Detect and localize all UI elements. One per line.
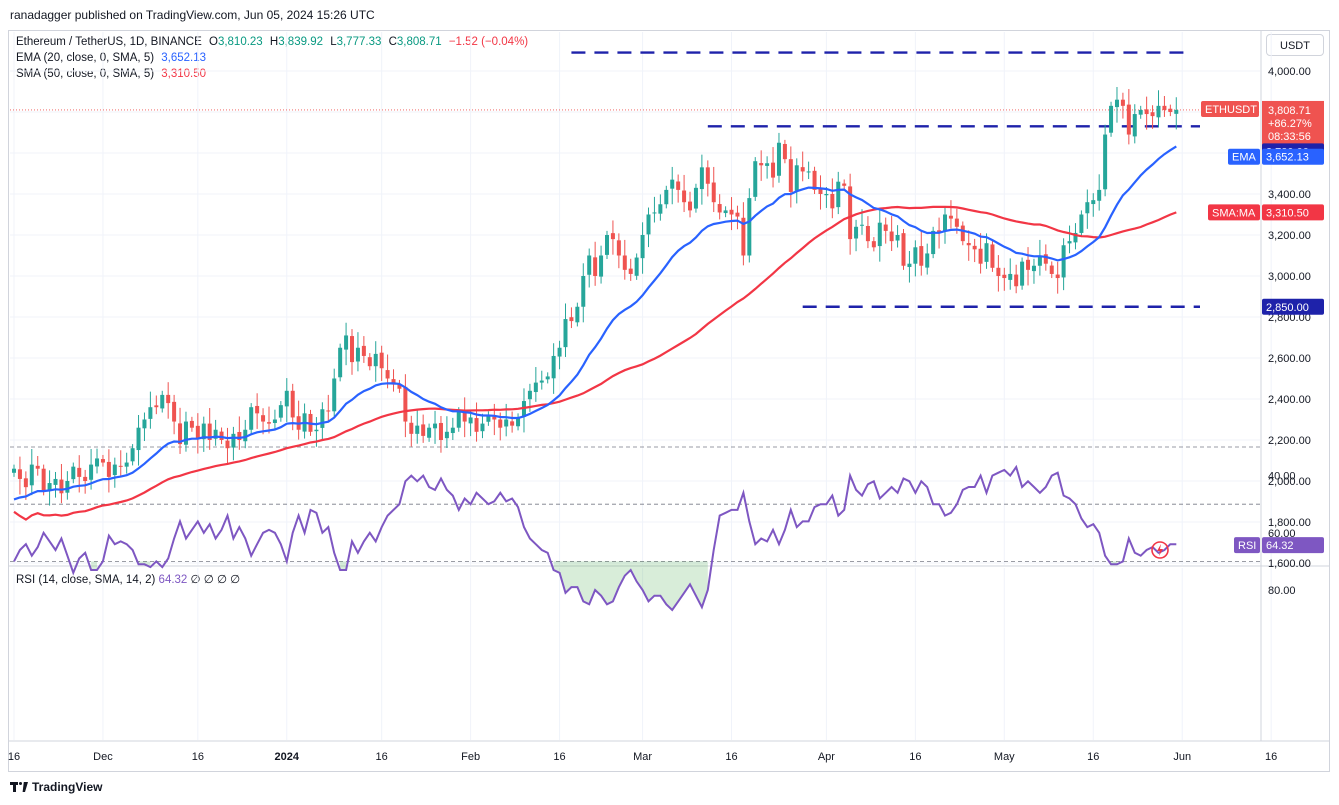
footer-brand[interactable]: TradingView	[10, 780, 102, 794]
rsi-legend-value: 64.32	[158, 574, 188, 586]
footer-brand-text: TradingView	[32, 780, 103, 794]
low-value: 3,777.33	[336, 36, 382, 48]
currency-unit-button[interactable]: USDT	[1266, 34, 1324, 56]
open-value: 3,810.23	[217, 36, 263, 48]
high-value: 3,839.92	[278, 36, 323, 48]
close-value: 3,808.71	[396, 36, 442, 48]
publisher-line: ranadagger published on TradingView.com,…	[10, 8, 375, 22]
ema-legend-value: 3,652.13	[161, 52, 207, 64]
ema-legend[interactable]: EMA (20, close, 0, SMA, 5) 3,652.13	[16, 52, 206, 64]
rsi-legend[interactable]: RSI (14, close, SMA, 14, 2) 64.32 ∅ ∅ ∅ …	[16, 572, 240, 586]
sma-legend-value: 3,310.50	[161, 68, 207, 80]
rsi-legend-extra: ∅ ∅ ∅ ∅	[190, 574, 241, 586]
ohlc-legend: Ethereum / TetherUS, 1D, BINANCE O3,810.…	[16, 36, 528, 48]
tradingview-logo-icon	[10, 781, 28, 793]
sma-legend-label: SMA (50, close, 0, SMA, 5)	[16, 68, 155, 80]
lightning-alert-icon[interactable]	[1150, 540, 1170, 560]
high-label: H	[269, 36, 279, 48]
open-label: O	[208, 36, 218, 48]
low-label: L	[330, 36, 337, 48]
chart-frame	[8, 30, 1330, 772]
close-label: C	[388, 36, 397, 48]
change-value: −1.52 (−0.04%)	[448, 36, 529, 48]
ema-legend-label: EMA (20, close, 0, SMA, 5)	[16, 52, 155, 64]
sma-legend[interactable]: SMA (50, close, 0, SMA, 5) 3,310.50	[16, 68, 206, 80]
rsi-legend-label: RSI (14, close, SMA, 14, 2)	[16, 574, 156, 586]
symbol-title[interactable]: Ethereum / TetherUS, 1D, BINANCE	[16, 36, 202, 48]
